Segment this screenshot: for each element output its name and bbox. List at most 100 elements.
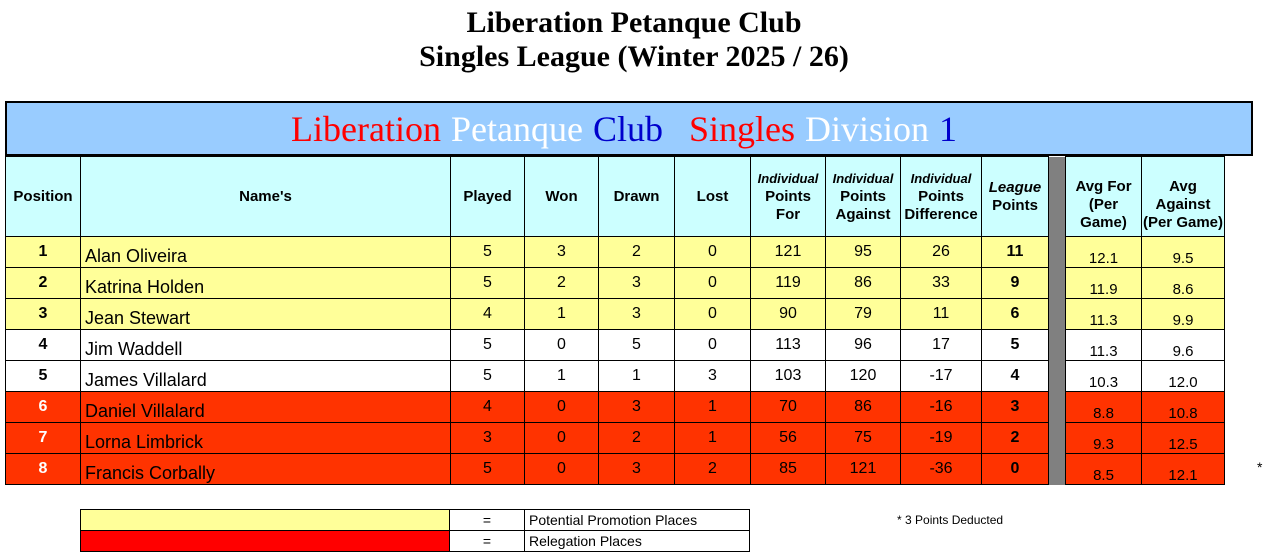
cell-avg-against: 12.0	[1141, 360, 1225, 392]
cell-pd: -36	[900, 453, 982, 485]
column-separator	[1048, 329, 1066, 361]
cell-avg-for: 12.1	[1065, 236, 1142, 268]
cell-played: 5	[450, 329, 525, 361]
cell-pa: 75	[825, 422, 901, 454]
header-points-label: Points	[992, 196, 1038, 214]
relegation-label: Relegation Places	[524, 530, 750, 552]
cell-avg-for: 10.3	[1065, 360, 1142, 392]
legend-key: = Potential Promotion Places = Relegatio…	[80, 509, 750, 552]
cell-lost: 2	[674, 453, 751, 485]
table-header-row: Position Name's Played Won Drawn Lost In…	[5, 156, 1225, 237]
cell-won: 0	[524, 422, 599, 454]
cell-lp: 2	[981, 422, 1049, 454]
cell-pa: 86	[825, 267, 901, 299]
header-position: Position	[5, 156, 81, 237]
cell-lost: 0	[674, 298, 751, 330]
header-difference-label: Difference	[904, 205, 978, 223]
points-deducted-note: * 3 Points Deducted	[897, 513, 1004, 527]
cell-pf: 90	[750, 298, 826, 330]
header-avg-against-label: Avg Against	[1155, 178, 1211, 213]
table-row: 2 Katrina Holden 5 2 3 0 119 86 33 9 11.9 8.6	[5, 267, 1225, 299]
cell-lp: 6	[981, 298, 1049, 330]
header-league-label: League	[988, 178, 1042, 196]
cell-pos: 8	[5, 453, 81, 485]
page-title: Liberation Petanque Club Singles League …	[0, 6, 1268, 74]
promotion-swatch	[80, 509, 450, 531]
cell-pos: 3	[5, 298, 81, 330]
cell-won: 0	[524, 391, 599, 423]
promotion-label: Potential Promotion Places	[524, 509, 750, 531]
cell-lp: 3	[981, 391, 1049, 423]
header-per-game-label: (Per Game)	[1080, 196, 1127, 231]
cell-played: 5	[450, 236, 525, 268]
cell-avg-against: 12.1	[1141, 453, 1225, 485]
cell-played: 4	[450, 298, 525, 330]
cell-pf: 121	[750, 236, 826, 268]
column-separator	[1048, 391, 1066, 423]
cell-pd: 33	[900, 267, 982, 299]
cell-avg-against: 8.6	[1141, 267, 1225, 299]
cell-pf: 103	[750, 360, 826, 392]
league-table: Position Name's Played Won Drawn Lost In…	[5, 156, 1225, 485]
cell-pa: 86	[825, 391, 901, 423]
header-individual-label: Individual	[910, 170, 972, 186]
cell-pa: 96	[825, 329, 901, 361]
header-points-label: Points	[918, 187, 964, 205]
column-separator	[1048, 267, 1066, 299]
cell-pf: 113	[750, 329, 826, 361]
cell-lost: 1	[674, 391, 751, 423]
cell-lp: 4	[981, 360, 1049, 392]
cell-played: 5	[450, 267, 525, 299]
cell-pos: 2	[5, 267, 81, 299]
table-row: 5 James Villalard 5 1 1 3 103 120 -17 4 10.3 12.0	[5, 360, 1225, 392]
header-per-game-label: (Per Game)	[1142, 214, 1224, 231]
column-separator	[1048, 298, 1066, 330]
cell-pa: 120	[825, 360, 901, 392]
cell-pa: 79	[825, 298, 901, 330]
cell-name: Daniel Villalard	[80, 391, 451, 423]
cell-pos: 6	[5, 391, 81, 423]
banner-word: 1	[938, 109, 957, 149]
cell-name: Katrina Holden	[80, 267, 451, 299]
cell-avg-for: 11.3	[1065, 298, 1142, 330]
cell-won: 1	[524, 298, 599, 330]
cell-lp: 9	[981, 267, 1049, 299]
header-lost: Lost	[674, 156, 751, 237]
cell-won: 0	[524, 329, 599, 361]
banner-word: Liberation	[291, 109, 441, 149]
cell-drawn: 5	[598, 329, 675, 361]
cell-name: Francis Corbally	[80, 453, 451, 485]
legend-row-relegation: = Relegation Places	[80, 530, 750, 552]
table-row: 8 Francis Corbally 5 0 3 2 85 121 -36 0 8.5 12.1	[5, 453, 1225, 485]
cell-drawn: 1	[598, 360, 675, 392]
cell-pos: 4	[5, 329, 81, 361]
cell-drawn: 2	[598, 236, 675, 268]
header-played: Played	[450, 156, 525, 237]
cell-played: 5	[450, 360, 525, 392]
cell-avg-for: 8.5	[1065, 453, 1142, 485]
cell-avg-for: 11.9	[1065, 267, 1142, 299]
banner-word: Petanque	[450, 109, 583, 149]
banner-word: Division	[804, 109, 929, 149]
header-avg-against: Avg Against (Per Game)	[1141, 156, 1225, 237]
header-points-difference: Individual Points Difference	[900, 156, 982, 237]
cell-lost: 0	[674, 329, 751, 361]
cell-avg-for: 9.3	[1065, 422, 1142, 454]
cell-name: Jim Waddell	[80, 329, 451, 361]
cell-avg-for: 8.8	[1065, 391, 1142, 423]
table-row: 6 Daniel Villalard 4 0 3 1 70 86 -16 3 8.8 10.8	[5, 391, 1225, 423]
cell-pd: 17	[900, 329, 982, 361]
cell-avg-against: 9.5	[1141, 236, 1225, 268]
header-against-label: Against	[835, 205, 891, 223]
cell-drawn: 3	[598, 267, 675, 299]
cell-avg-against: 9.9	[1141, 298, 1225, 330]
header-individual-label: Individual	[757, 170, 819, 186]
cell-drawn: 3	[598, 453, 675, 485]
header-points-against: Individual Points Against	[825, 156, 901, 237]
cell-lp: 0	[981, 453, 1049, 485]
header-points-for: Individual Points For	[750, 156, 826, 237]
cell-pf: 56	[750, 422, 826, 454]
relegation-swatch	[80, 530, 450, 552]
header-points-label: Points	[765, 187, 811, 205]
title-line-1: Liberation Petanque Club	[466, 6, 802, 39]
